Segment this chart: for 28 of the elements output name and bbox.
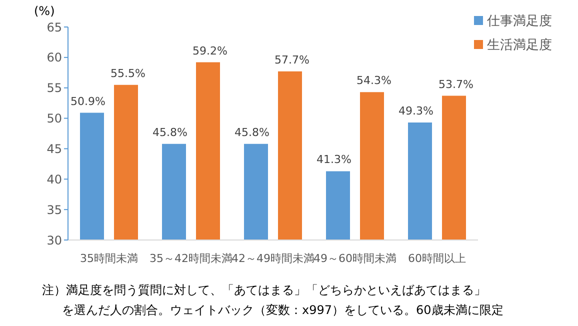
y-tick-label: 60 — [46, 50, 62, 65]
y-tick-label: 65 — [46, 20, 62, 34]
y-axis-title: (%) — [34, 4, 55, 18]
data-label: 57.7% — [274, 53, 310, 66]
data-label: 54.3% — [356, 74, 392, 88]
x-tick-label: 35～42時間未満 — [150, 252, 232, 265]
data-label: 59.2% — [192, 44, 228, 58]
legend-label: 生活満足度 — [487, 38, 552, 53]
data-label: 53.7% — [438, 78, 474, 91]
data-label: 50.9% — [70, 94, 106, 108]
text: 注）満足度を問う質問に対して、「あてはまる」「どちらかといえばあてはまる」 — [41, 282, 487, 299]
x-tick-label: 35時間未満 — [80, 252, 138, 265]
x-tick-label: 49～60時間未満 — [314, 252, 396, 265]
text: を選んだ人の割合。ウェイトバック（変数：x997）をしている。60歳未満に限定 — [61, 302, 504, 319]
data-label: 45.8% — [234, 126, 270, 139]
y-tick-label: 30 — [46, 233, 62, 248]
y-tick-label: 50 — [46, 112, 62, 126]
y-tick-label: 35 — [46, 202, 62, 217]
data-label: 45.8% — [152, 126, 188, 139]
data-label: 49.3% — [398, 104, 434, 118]
y-tick-label: 55 — [46, 81, 62, 96]
y-tick-label: 40 — [46, 172, 62, 186]
legend-label: 仕事満足度 — [487, 14, 552, 29]
data-label: 55.5% — [110, 66, 146, 80]
x-tick-label: 60時間以上 — [408, 252, 466, 265]
x-tick-label: 42～49時間未満 — [232, 252, 314, 265]
y-tick-label: 45 — [46, 142, 62, 156]
data-label: 41.3% — [316, 153, 352, 166]
